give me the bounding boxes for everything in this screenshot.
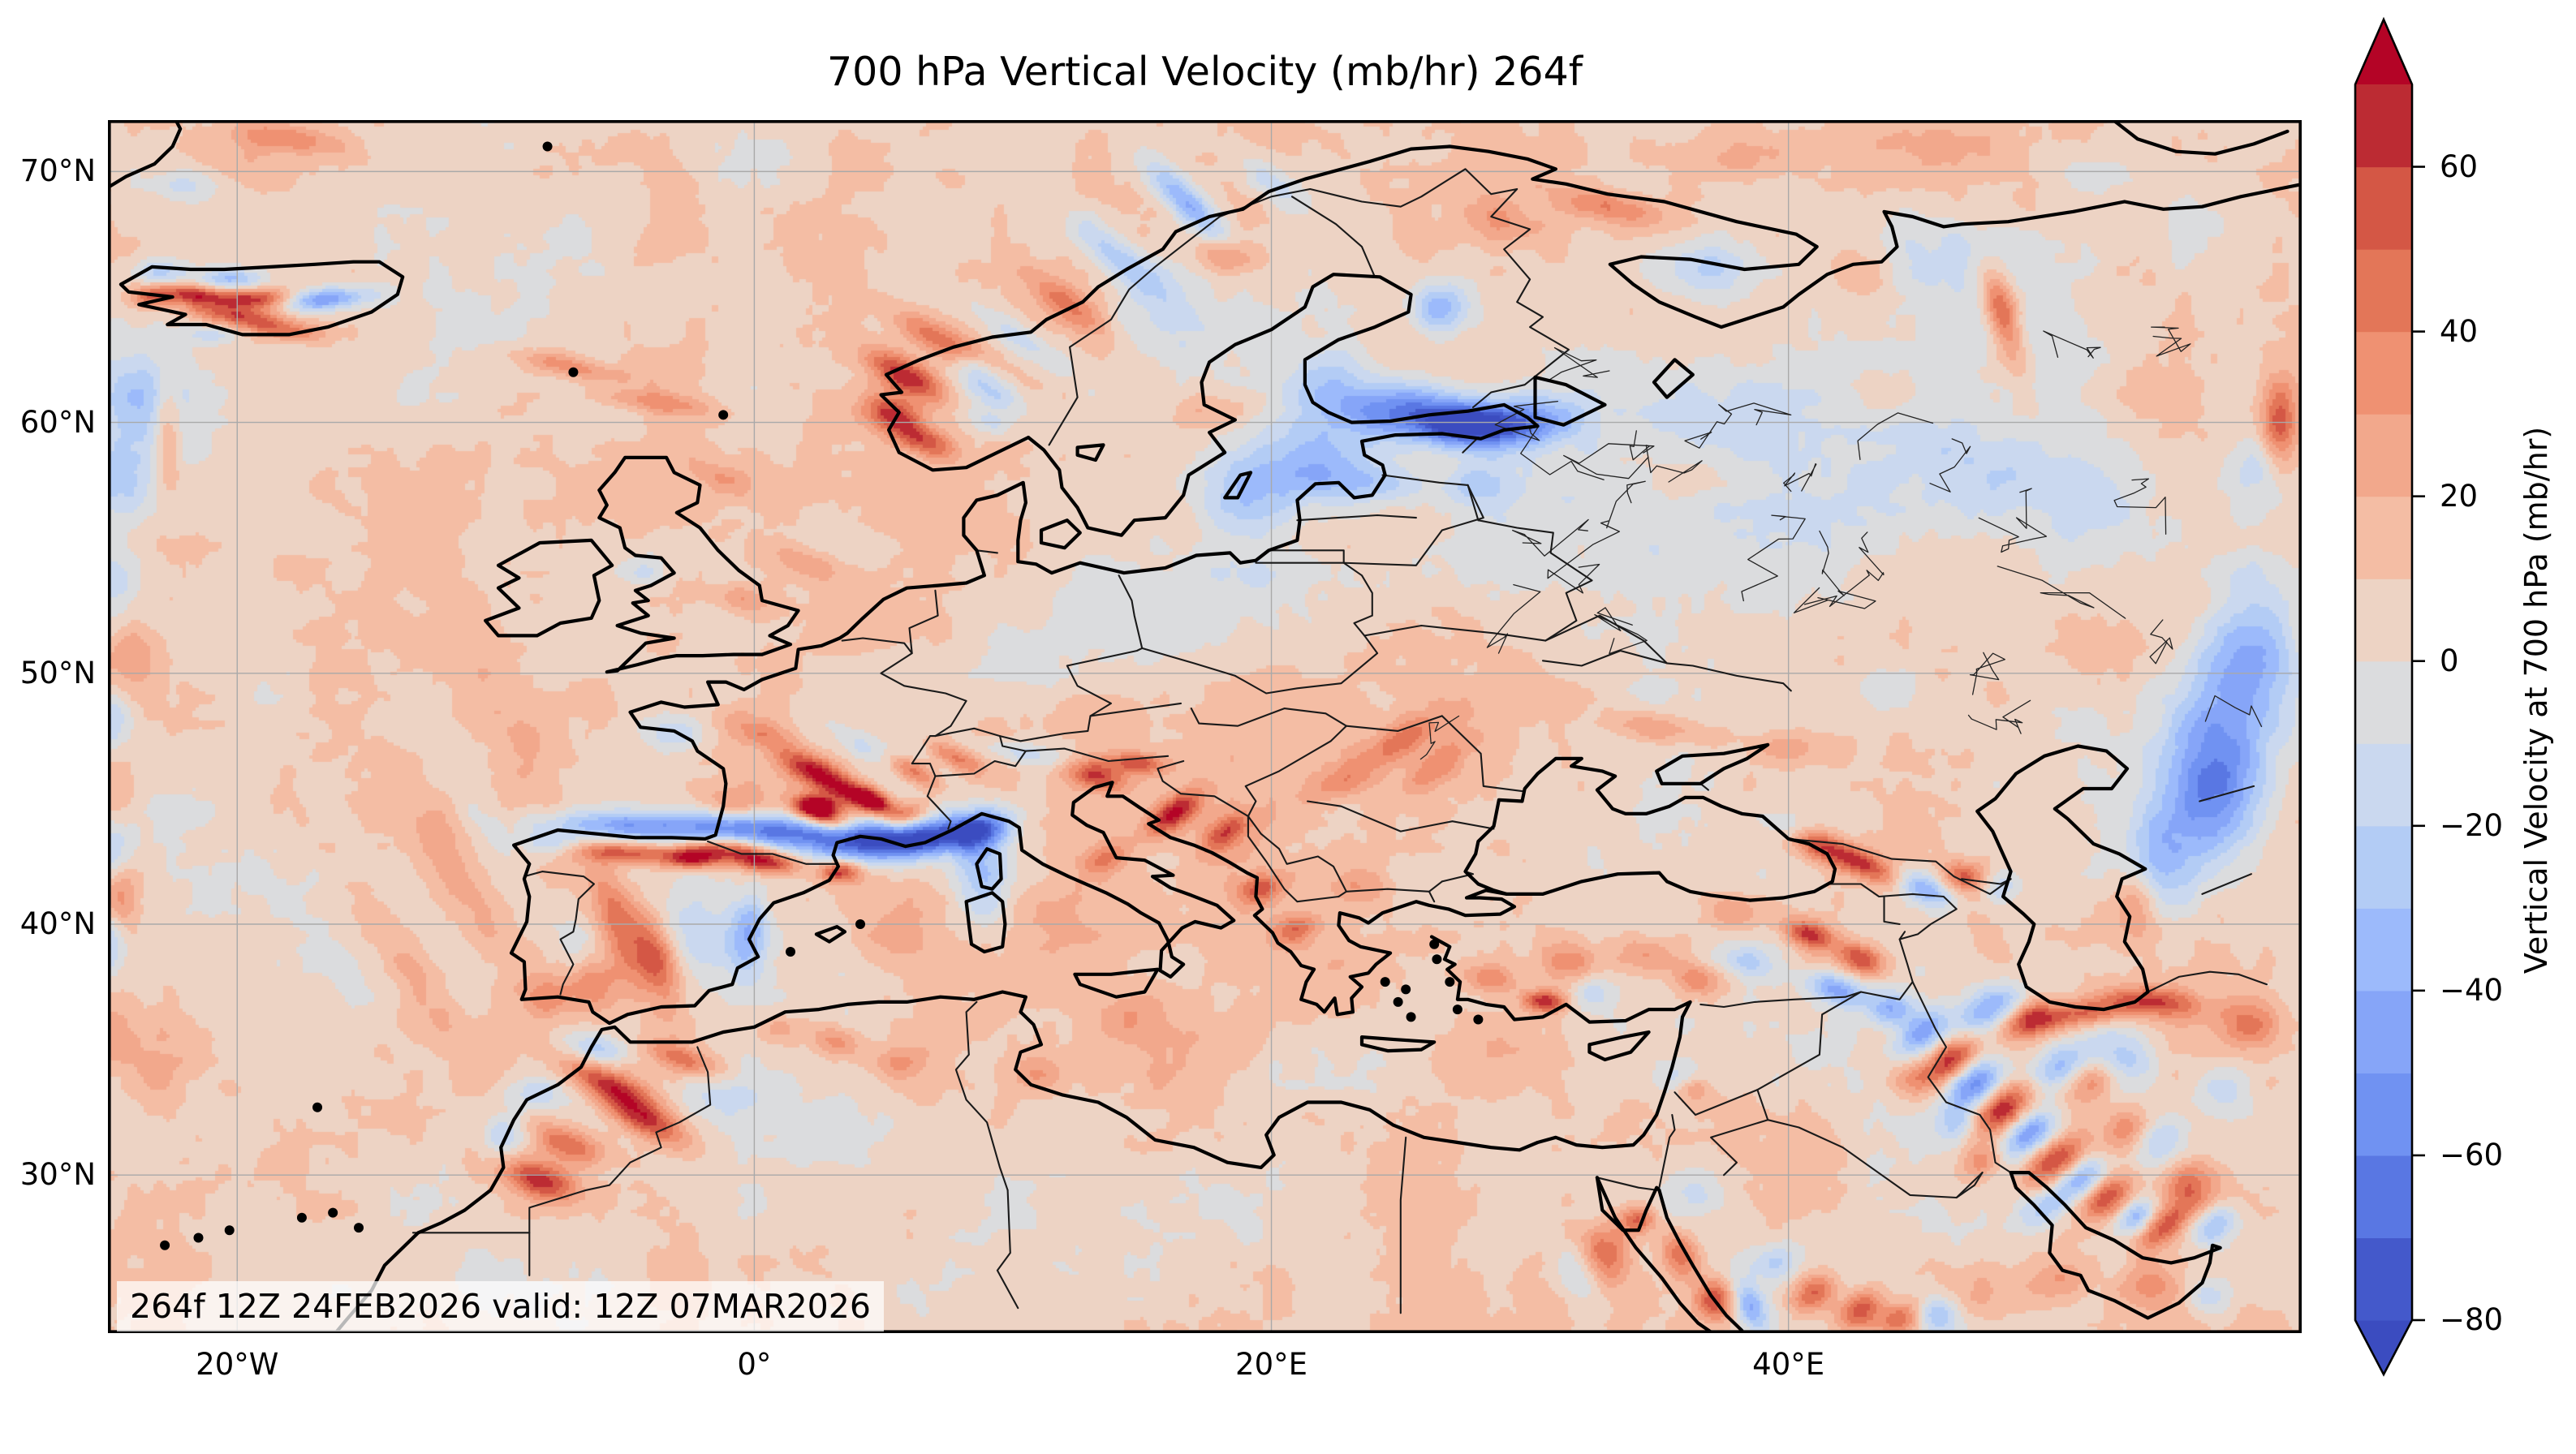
colorbar-tick-60: 60 — [2440, 148, 2479, 184]
ytick-label-30: 30°N — [19, 1157, 96, 1193]
ytick-label-60: 60°N — [19, 404, 96, 440]
colorbar-tick--80: −80 — [2440, 1302, 2504, 1337]
ytick-label-50: 50°N — [19, 655, 96, 690]
admin-region-borders — [1419, 326, 2263, 760]
ytick-label-40: 40°N — [19, 906, 96, 941]
xtick-label-40: 40°E — [1752, 1347, 1825, 1382]
map-overlay — [108, 120, 2302, 1333]
xtick-label-20: 20°E — [1235, 1347, 1307, 1382]
colorbar-tick-40: 40 — [2440, 313, 2479, 349]
ytick-label-70: 70°N — [19, 153, 96, 189]
xtick-label--20: 20°W — [196, 1347, 279, 1382]
forecast-annotation: 264f 12Z 24FEB2026 valid: 12Z 07MAR2026 — [117, 1281, 884, 1331]
colorbar-tick--60: −60 — [2440, 1137, 2504, 1172]
graticule-gridlines — [108, 120, 2302, 1333]
colorbar-tick-20: 20 — [2440, 478, 2479, 514]
colorbar — [2354, 16, 2425, 1377]
colorbar-tick-0: 0 — [2440, 643, 2459, 678]
colorbar-tick--20: −20 — [2440, 807, 2504, 843]
page-title: 700 hPa Vertical Velocity (mb/hr) 264f — [826, 49, 1583, 95]
xtick-label-0: 0° — [737, 1347, 772, 1382]
map-frame — [108, 120, 2302, 1333]
coastlines — [108, 120, 2302, 1333]
map-area: 264f 12Z 24FEB2026 valid: 12Z 07MAR2026 — [108, 120, 2302, 1333]
velocity-field-canvas — [108, 120, 2302, 1333]
country-borders — [411, 168, 2268, 1314]
colorbar-tick--40: −40 — [2440, 972, 2504, 1008]
